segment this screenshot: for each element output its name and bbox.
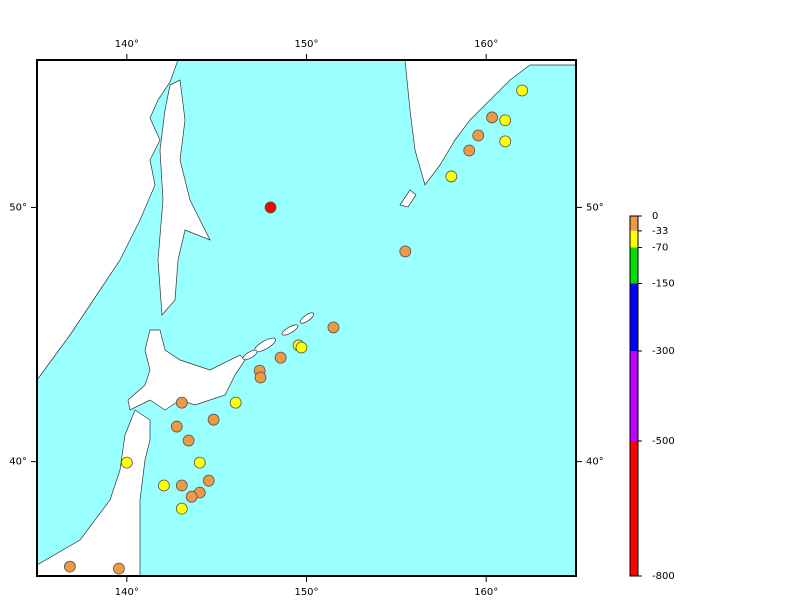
y-tick-label: 40° [586, 457, 604, 468]
earthquake-point [113, 562, 125, 575]
earthquake-point [207, 413, 220, 426]
x-tick-label: 160° [474, 39, 498, 50]
colorbar-label: -500 [652, 436, 675, 447]
earthquake-point [175, 479, 188, 492]
y-tick-label: 40° [9, 457, 27, 468]
colorbar-label: -300 [652, 346, 675, 357]
earthquake-point [182, 434, 195, 447]
colorbar-label: 0 [652, 211, 658, 222]
colorbar-frame [629, 215, 639, 577]
y-tick-label: 50° [586, 202, 604, 213]
colorbar-label: -33 [652, 226, 668, 237]
earthquake-point [516, 84, 528, 97]
earthquake-point [120, 456, 133, 469]
earthquake-point [175, 502, 188, 515]
x-tick-label: 140° [115, 587, 139, 598]
earthquake-point [229, 396, 242, 409]
earthquake-point [295, 341, 308, 354]
earthquake-point [274, 351, 287, 364]
colorbar-segment [630, 441, 638, 576]
colorbar-label: -150 [652, 279, 675, 290]
x-tick-label: 160° [474, 587, 498, 598]
earthquake-point [157, 479, 170, 492]
earthquake-point [499, 114, 512, 127]
earthquake-point [175, 396, 188, 409]
earthquake-point [193, 456, 206, 469]
colorbar-segment [630, 216, 638, 231]
earthquake-point [202, 474, 215, 487]
earthquake-point [170, 420, 183, 433]
earthquake-point [185, 490, 198, 503]
x-tick-label: 150° [294, 587, 318, 598]
earthquake-point [472, 129, 485, 142]
earthquake-point [463, 144, 476, 157]
colorbar-label: -800 [652, 571, 675, 582]
earthquake-point [264, 201, 277, 214]
earthquake-point [254, 371, 267, 384]
colorbar-segment [630, 230, 638, 248]
colorbar-segment [630, 351, 638, 441]
earthquake-point [63, 560, 76, 573]
colorbar-segment [630, 283, 638, 351]
x-tick-label: 140° [115, 39, 139, 50]
earthquake-point [499, 135, 512, 148]
earthquake-point [486, 111, 498, 124]
earthquake-point [327, 321, 340, 334]
colorbar-label: -70 [652, 243, 668, 254]
y-tick-label: 50° [9, 202, 27, 213]
earthquake-point [399, 245, 412, 258]
land [36, 59, 577, 577]
earthquake-point [445, 170, 458, 183]
x-tick-label: 150° [294, 39, 318, 50]
colorbar-segment [630, 247, 638, 284]
